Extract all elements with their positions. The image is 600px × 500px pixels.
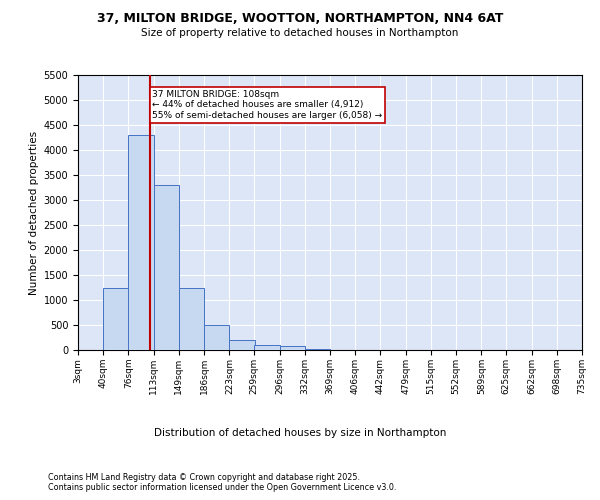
Bar: [254, 345, 280, 350]
Bar: [103, 288, 129, 350]
Bar: [305, 348, 330, 350]
Bar: [128, 135, 154, 350]
Text: Contains HM Land Registry data © Crown copyright and database right 2025.: Contains HM Land Registry data © Crown c…: [48, 472, 360, 482]
Y-axis label: Number of detached properties: Number of detached properties: [29, 130, 40, 294]
Text: Contains public sector information licensed under the Open Government Licence v3: Contains public sector information licen…: [48, 484, 397, 492]
Bar: [204, 325, 229, 350]
Text: Size of property relative to detached houses in Northampton: Size of property relative to detached ho…: [142, 28, 458, 38]
Bar: [280, 346, 305, 350]
Bar: [179, 288, 204, 350]
Bar: [154, 186, 179, 350]
Text: 37 MILTON BRIDGE: 108sqm
← 44% of detached houses are smaller (4,912)
55% of sem: 37 MILTON BRIDGE: 108sqm ← 44% of detach…: [152, 90, 382, 120]
Bar: [229, 340, 255, 350]
Text: Distribution of detached houses by size in Northampton: Distribution of detached houses by size …: [154, 428, 446, 438]
Text: 37, MILTON BRIDGE, WOOTTON, NORTHAMPTON, NN4 6AT: 37, MILTON BRIDGE, WOOTTON, NORTHAMPTON,…: [97, 12, 503, 26]
